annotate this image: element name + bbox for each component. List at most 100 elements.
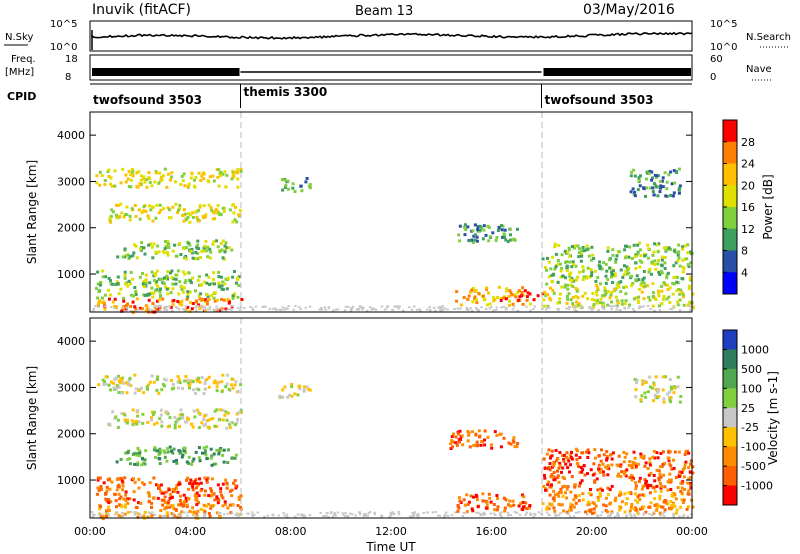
ground-scatter-strip [90, 511, 693, 518]
echo-region-8 [499, 289, 545, 302]
cbar-swatch-6 [723, 446, 737, 467]
echo-region-9 [541, 489, 695, 516]
echo-region-10 [633, 375, 683, 404]
velocity-x-ticks: 00:00 04:00 08:00 12:00 16:00 20:00 00:00 [74, 525, 708, 538]
cpid-name-0: twofsound 3503 [93, 93, 202, 107]
noise-left-tick-top: 10^5 [50, 19, 77, 30]
power-ylabel: Slant Range [km] [25, 160, 39, 264]
cbar-swatch-5 [723, 228, 737, 251]
echo-region-6 [457, 223, 519, 244]
nave-label: Nave [746, 64, 772, 75]
y-tick-label-3: 4000 [57, 335, 85, 348]
power-cbar-label: Power [dB] [761, 174, 775, 239]
power-data [92, 167, 695, 314]
echo-region-3 [95, 476, 243, 507]
date-title: 03/May/2016 [583, 2, 675, 18]
cbar-swatch-1 [723, 349, 737, 370]
freq-label-2: [MHz] [5, 67, 34, 78]
cbar-swatch-4 [723, 207, 737, 230]
cbar-tick-1: 500 [741, 363, 762, 376]
cbar-swatch-1 [723, 141, 737, 164]
noise-sky-trace [91, 31, 693, 40]
echo-region-11 [629, 167, 682, 198]
cbar-swatch-7 [723, 466, 737, 487]
x-tick-label-3: 12:00 [375, 525, 407, 538]
echo-region-0 [97, 373, 243, 395]
echo-region-1 [106, 408, 243, 430]
cbar-tick-5: 8 [741, 245, 748, 258]
cbar-tick-0: 28 [741, 136, 755, 149]
y-tick-label-0: 1000 [57, 268, 85, 281]
cbar-swatch-5 [723, 427, 737, 448]
cbar-tick-5: -100 [741, 441, 766, 454]
ground-scatter-strip [92, 305, 693, 312]
velocity-data [90, 373, 695, 521]
echo-region-7 [456, 492, 532, 514]
echo-region-6 [449, 429, 520, 450]
echo-region-5 [278, 382, 312, 399]
echo-region-2 [116, 239, 234, 261]
freq-band-0 [92, 68, 240, 76]
freq-left-tick-bottom: 8 [65, 72, 71, 83]
cbar-tick-6: -500 [741, 460, 766, 473]
y-tick-label-3: 4000 [57, 129, 85, 142]
y-tick-label-2: 3000 [57, 381, 85, 394]
echo-region-9 [541, 241, 694, 287]
x-tick-label-4: 16:00 [475, 525, 507, 538]
x-axis-label: Time UT [365, 540, 416, 554]
cbar-tick-3: 25 [741, 402, 755, 415]
power-colorbar: 28 24 20 16 12 8 4 Power [dB] [722, 119, 775, 295]
echo-region-0 [95, 167, 243, 189]
cpid-name-2: twofsound 3503 [545, 93, 654, 107]
freq-right-tick-bottom: 0 [710, 72, 716, 83]
cbar-tick-2: 100 [741, 382, 762, 395]
freq-right-tick-top: 60 [710, 54, 723, 65]
cbar-swatch-7 [723, 272, 737, 295]
cbar-swatch-2 [723, 163, 737, 186]
noise-right-label: N.Search [746, 32, 791, 43]
cpid-name-1: themis 3300 [244, 85, 328, 99]
cbar-tick-6: 4 [741, 266, 748, 279]
cbar-tick-1: 24 [741, 158, 755, 171]
cbar-swatch-3 [723, 388, 737, 409]
velocity-colorbar: 1000 500 100 25 -25 -100 -500 -1000 Velocity [m… [722, 329, 780, 506]
cbar-swatch-2 [723, 368, 737, 389]
echo-region-1 [108, 202, 242, 224]
noise-left-tick-bottom: 10^0 [50, 42, 77, 53]
cpid-label: CPID [7, 90, 36, 103]
noise-right-tick-top: 10^5 [710, 19, 737, 30]
echo-region-8 [542, 447, 695, 492]
echo-region-5 [280, 177, 312, 193]
freq-left-tick-top: 18 [65, 54, 78, 65]
cbar-swatch-6 [723, 250, 737, 273]
velocity-panel: 1000 2000 3000 4000 00:00 04:00 08:00 12:00 16:… [25, 317, 708, 554]
cbar-tick-3: 16 [741, 201, 755, 214]
y-tick-label-2: 3000 [57, 175, 85, 188]
velocity-y-ticks: 1000 2000 3000 4000 [57, 335, 692, 487]
x-tick-label-0: 00:00 [74, 525, 106, 538]
y-tick-label-1: 2000 [57, 222, 85, 235]
cbar-swatch-0 [723, 330, 737, 350]
cbar-tick-7: -1000 [741, 480, 773, 493]
power-panel: 1000 2000 3000 4000 Slant Range [km] [25, 111, 695, 314]
site-title: Inuvik (fitACF) [92, 2, 191, 18]
x-tick-label-2: 08:00 [275, 525, 307, 538]
x-tick-label-6: 00:00 [676, 525, 708, 538]
velocity-cbar-label: Velocity [m s-1] [766, 371, 780, 465]
power-y-ticks: 1000 2000 3000 4000 [57, 129, 692, 281]
cpid-panel: CPID twofsound 3503 themis 3300 twofsound … [7, 83, 692, 108]
cbar-tick-2: 20 [741, 179, 755, 192]
beam-title: Beam 13 [355, 4, 413, 19]
cbar-tick-4: 12 [741, 223, 755, 236]
freq-band-1 [543, 68, 691, 76]
cbar-swatch-4 [723, 407, 737, 428]
cbar-tick-4: -25 [741, 421, 759, 434]
cbar-swatch-0 [723, 120, 737, 143]
freq-panel: Freq. [MHz] 18 8 60 0 Nave [5, 54, 772, 83]
noise-left-label: N.Sky [5, 32, 33, 43]
y-tick-label-0: 1000 [57, 474, 85, 487]
freq-bars [92, 68, 691, 76]
y-tick-label-1: 2000 [57, 428, 85, 441]
echo-region-3 [95, 269, 241, 300]
